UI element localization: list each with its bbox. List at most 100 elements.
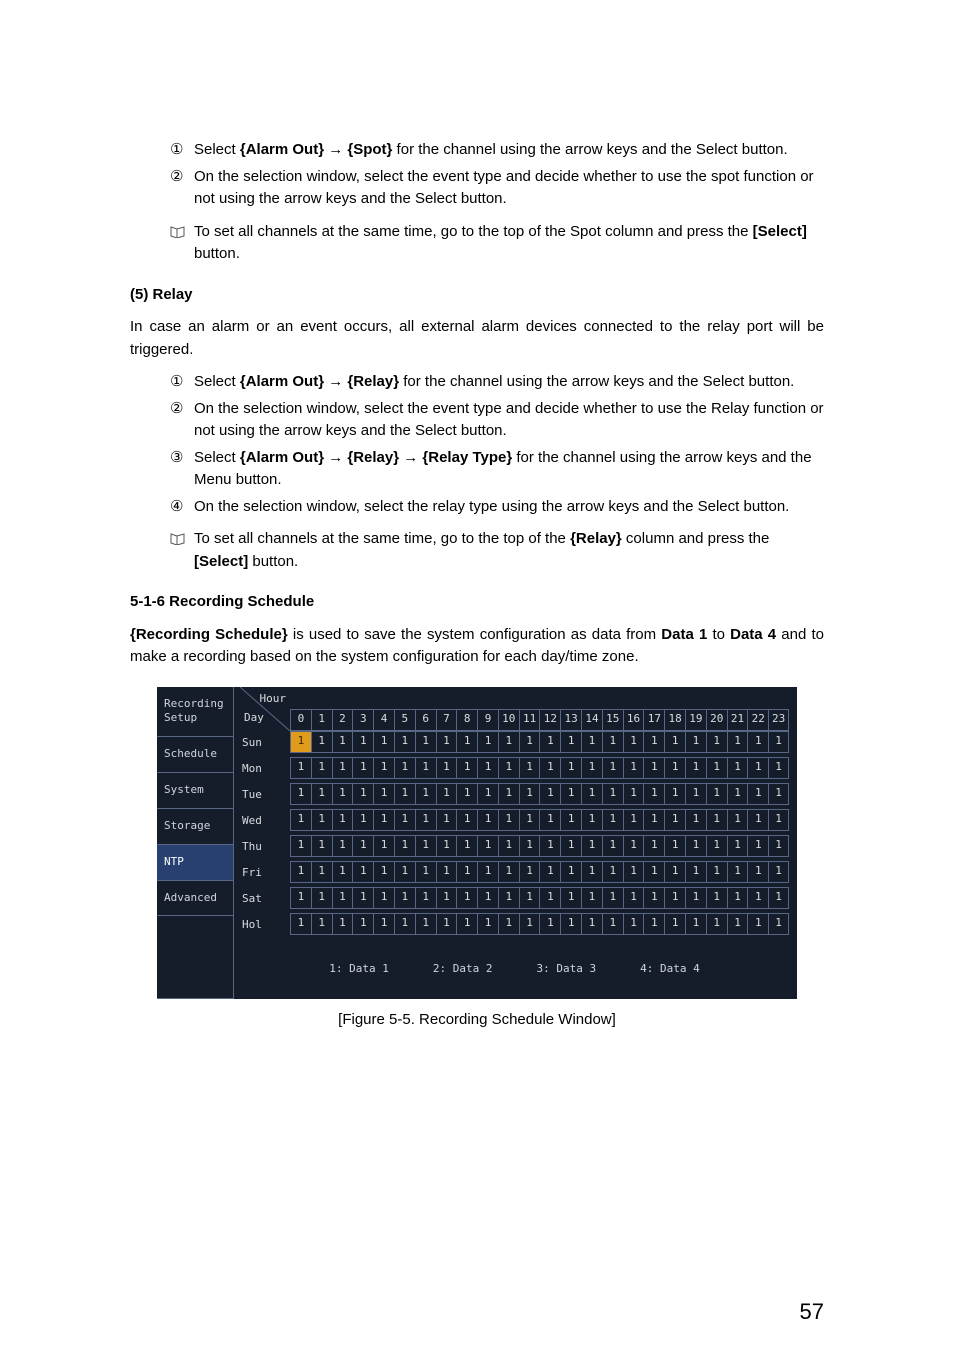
schedule-cell[interactable]: 1 — [602, 887, 623, 909]
schedule-cell[interactable]: 1 — [290, 783, 311, 805]
schedule-cell[interactable]: 1 — [477, 783, 498, 805]
schedule-cell[interactable]: 1 — [706, 887, 727, 909]
sidebar-item-advanced[interactable]: Advanced — [157, 881, 233, 917]
schedule-cell[interactable]: 1 — [706, 835, 727, 857]
schedule-cell[interactable]: 1 — [706, 731, 727, 753]
schedule-cell[interactable]: 1 — [664, 861, 685, 883]
schedule-cell[interactable]: 1 — [352, 913, 373, 935]
schedule-cell[interactable]: 1 — [394, 835, 415, 857]
schedule-cell[interactable]: 1 — [498, 835, 519, 857]
schedule-cell[interactable]: 1 — [581, 887, 602, 909]
schedule-cell[interactable]: 1 — [581, 861, 602, 883]
schedule-cell[interactable]: 1 — [643, 809, 664, 831]
schedule-cell[interactable]: 1 — [643, 757, 664, 779]
schedule-cell[interactable]: 1 — [290, 913, 311, 935]
schedule-cell[interactable]: 1 — [664, 731, 685, 753]
schedule-cell[interactable]: 1 — [747, 835, 768, 857]
schedule-cell[interactable]: 1 — [311, 783, 332, 805]
schedule-cell[interactable]: 1 — [519, 731, 540, 753]
schedule-cell[interactable]: 1 — [373, 861, 394, 883]
schedule-cell[interactable]: 1 — [352, 835, 373, 857]
schedule-cell[interactable]: 1 — [332, 757, 353, 779]
schedule-cell[interactable]: 1 — [664, 913, 685, 935]
schedule-cell[interactable]: 1 — [539, 783, 560, 805]
schedule-cell[interactable]: 1 — [560, 731, 581, 753]
schedule-cell[interactable]: 1 — [498, 731, 519, 753]
schedule-cell[interactable]: 1 — [560, 913, 581, 935]
schedule-cell[interactable]: 1 — [352, 731, 373, 753]
schedule-cell[interactable]: 1 — [602, 757, 623, 779]
schedule-cell[interactable]: 1 — [685, 809, 706, 831]
schedule-cell[interactable]: 1 — [311, 887, 332, 909]
schedule-cell[interactable]: 1 — [602, 913, 623, 935]
schedule-cell[interactable]: 1 — [539, 835, 560, 857]
schedule-cell[interactable]: 1 — [519, 861, 540, 883]
schedule-cell[interactable]: 1 — [436, 861, 457, 883]
schedule-cell[interactable]: 1 — [685, 913, 706, 935]
sidebar-item-system[interactable]: System — [157, 773, 233, 809]
schedule-cell[interactable]: 1 — [415, 835, 436, 857]
schedule-cell[interactable]: 1 — [373, 913, 394, 935]
schedule-cell[interactable]: 1 — [643, 861, 664, 883]
schedule-cell[interactable]: 1 — [415, 731, 436, 753]
schedule-cell[interactable]: 1 — [290, 861, 311, 883]
schedule-cell[interactable]: 1 — [623, 757, 644, 779]
schedule-cell[interactable]: 1 — [498, 861, 519, 883]
schedule-cell[interactable]: 1 — [539, 887, 560, 909]
schedule-cell[interactable]: 1 — [415, 757, 436, 779]
schedule-cell[interactable]: 1 — [477, 835, 498, 857]
schedule-cell[interactable]: 1 — [623, 835, 644, 857]
schedule-cell[interactable]: 1 — [352, 861, 373, 883]
schedule-cell[interactable]: 1 — [415, 809, 436, 831]
schedule-cell[interactable]: 1 — [539, 731, 560, 753]
schedule-cell[interactable]: 1 — [747, 731, 768, 753]
schedule-cell[interactable]: 1 — [623, 913, 644, 935]
schedule-cell[interactable]: 1 — [560, 809, 581, 831]
schedule-cell[interactable]: 1 — [519, 809, 540, 831]
schedule-cell[interactable]: 1 — [560, 861, 581, 883]
schedule-cell[interactable]: 1 — [539, 913, 560, 935]
schedule-cell[interactable]: 1 — [394, 731, 415, 753]
schedule-cell[interactable]: 1 — [290, 835, 311, 857]
schedule-cell[interactable]: 1 — [498, 887, 519, 909]
schedule-cell[interactable]: 1 — [602, 835, 623, 857]
schedule-cell[interactable]: 1 — [706, 913, 727, 935]
schedule-cell[interactable]: 1 — [581, 835, 602, 857]
schedule-cell[interactable]: 1 — [643, 731, 664, 753]
schedule-cell[interactable]: 1 — [539, 861, 560, 883]
schedule-cell[interactable]: 1 — [311, 861, 332, 883]
schedule-cell[interactable]: 1 — [332, 783, 353, 805]
schedule-cell[interactable]: 1 — [332, 887, 353, 909]
schedule-cell[interactable]: 1 — [436, 783, 457, 805]
schedule-cell[interactable]: 1 — [311, 809, 332, 831]
schedule-cell[interactable]: 1 — [706, 861, 727, 883]
schedule-cell[interactable]: 1 — [311, 913, 332, 935]
schedule-cell[interactable]: 1 — [456, 835, 477, 857]
schedule-cell[interactable]: 1 — [519, 913, 540, 935]
schedule-cell[interactable]: 1 — [498, 809, 519, 831]
schedule-cell[interactable]: 1 — [768, 731, 789, 753]
schedule-cell[interactable]: 1 — [768, 913, 789, 935]
schedule-cell[interactable]: 1 — [747, 809, 768, 831]
schedule-cell[interactable]: 1 — [747, 861, 768, 883]
schedule-cell[interactable]: 1 — [373, 887, 394, 909]
schedule-cell[interactable]: 1 — [415, 887, 436, 909]
schedule-cell[interactable]: 1 — [560, 887, 581, 909]
schedule-cell[interactable]: 1 — [747, 757, 768, 779]
schedule-cell[interactable]: 1 — [456, 731, 477, 753]
schedule-cell[interactable]: 1 — [560, 835, 581, 857]
schedule-cell[interactable]: 1 — [352, 757, 373, 779]
schedule-cell[interactable]: 1 — [311, 731, 332, 753]
schedule-cell[interactable]: 1 — [477, 861, 498, 883]
schedule-cell[interactable]: 1 — [436, 757, 457, 779]
schedule-cell[interactable]: 1 — [768, 835, 789, 857]
schedule-cell[interactable]: 1 — [581, 809, 602, 831]
schedule-cell[interactable]: 1 — [623, 887, 644, 909]
schedule-cell[interactable]: 1 — [498, 913, 519, 935]
schedule-cell[interactable]: 1 — [477, 757, 498, 779]
schedule-cell[interactable]: 1 — [519, 757, 540, 779]
schedule-cell[interactable]: 1 — [394, 861, 415, 883]
schedule-cell[interactable]: 1 — [539, 757, 560, 779]
schedule-cell[interactable]: 1 — [373, 835, 394, 857]
schedule-cell[interactable]: 1 — [519, 835, 540, 857]
